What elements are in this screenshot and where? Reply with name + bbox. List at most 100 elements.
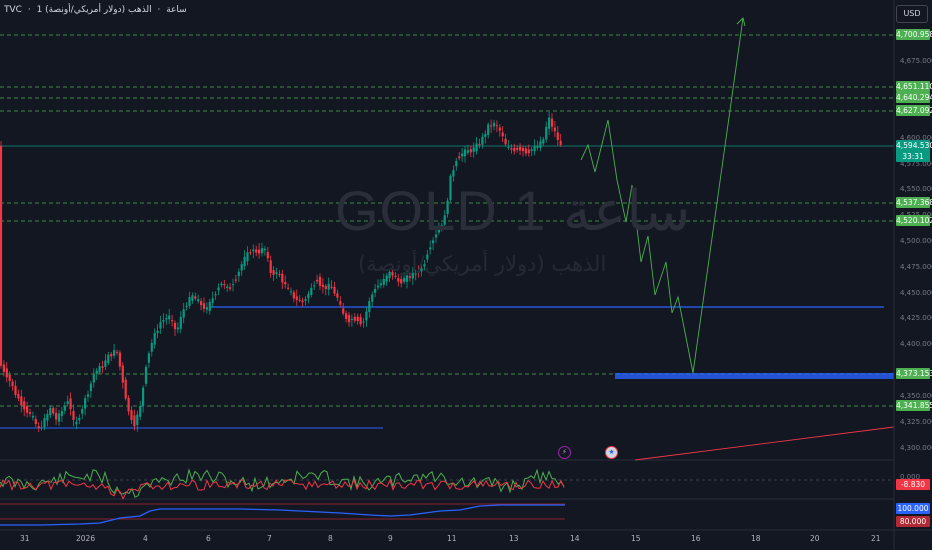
candle[interactable] (504, 138, 507, 145)
candle[interactable] (539, 141, 542, 148)
candle[interactable] (81, 409, 84, 414)
candle[interactable] (249, 252, 252, 254)
candle[interactable] (69, 398, 72, 410)
candle[interactable] (11, 381, 14, 387)
candle[interactable] (37, 426, 40, 429)
candle[interactable] (101, 366, 104, 368)
candle[interactable] (220, 283, 223, 286)
candle[interactable] (411, 272, 414, 279)
symbol-header[interactable]: TVC · 1 ساعة · الذهب (دولار أمريكي/أونصة… (4, 5, 190, 15)
candle[interactable] (475, 143, 478, 152)
candle[interactable] (316, 279, 319, 282)
candle[interactable] (374, 288, 377, 293)
candle[interactable] (130, 410, 133, 420)
candle[interactable] (487, 124, 490, 135)
candle[interactable] (330, 286, 333, 288)
candle[interactable] (472, 147, 475, 152)
candle[interactable] (278, 274, 281, 276)
candle[interactable] (40, 427, 43, 429)
candle[interactable] (84, 398, 87, 409)
indicator-2-lower-tag[interactable]: 80.000 (896, 516, 930, 527)
candle[interactable] (437, 228, 440, 233)
level-tag[interactable]: 4,520.102 (896, 215, 932, 226)
candle[interactable] (104, 360, 107, 367)
candle[interactable] (17, 394, 20, 399)
candle[interactable] (405, 275, 409, 282)
candle[interactable] (211, 298, 214, 303)
candle[interactable] (144, 366, 148, 384)
candle[interactable] (429, 247, 432, 250)
projection-arrow-head[interactable] (736, 17, 746, 27)
candle[interactable] (139, 406, 142, 417)
candle[interactable] (200, 301, 203, 306)
level-tag[interactable]: 4,341.855 (896, 400, 932, 411)
candle[interactable] (371, 294, 374, 302)
candle[interactable] (388, 271, 391, 279)
candle[interactable] (223, 284, 226, 286)
candle[interactable] (420, 268, 423, 272)
candle[interactable] (492, 122, 496, 127)
candle[interactable] (345, 313, 348, 319)
candle[interactable] (391, 271, 394, 276)
candle[interactable] (458, 156, 461, 159)
candle[interactable] (188, 297, 191, 307)
candle[interactable] (414, 273, 417, 275)
candle[interactable] (5, 368, 8, 378)
candle[interactable] (484, 133, 487, 137)
candle[interactable] (205, 307, 208, 310)
candle[interactable] (57, 413, 61, 422)
candle[interactable] (356, 316, 359, 322)
candle[interactable] (284, 282, 287, 285)
candle[interactable] (75, 421, 78, 425)
candle[interactable] (550, 118, 554, 127)
candle[interactable] (234, 279, 237, 281)
support-zone[interactable] (615, 373, 894, 379)
candle[interactable] (231, 284, 235, 286)
candle[interactable] (548, 117, 551, 129)
level-tag[interactable]: 4,700.958 (896, 29, 932, 40)
candle[interactable] (237, 271, 240, 277)
candle[interactable] (194, 296, 197, 299)
candle[interactable] (162, 320, 165, 322)
candle[interactable] (376, 285, 380, 288)
indicator-2-line[interactable] (0, 504, 565, 526)
candle[interactable] (287, 287, 290, 289)
candle[interactable] (359, 317, 362, 325)
candle[interactable] (60, 411, 63, 416)
candle[interactable] (501, 132, 504, 137)
candle[interactable] (324, 286, 327, 289)
candle[interactable] (127, 397, 130, 412)
candle[interactable] (327, 283, 330, 290)
candle[interactable] (43, 418, 46, 427)
candle[interactable] (240, 264, 243, 271)
candle[interactable] (559, 140, 562, 145)
level-tag[interactable]: 4,537.368 (896, 197, 932, 208)
candle[interactable] (417, 271, 420, 273)
candle[interactable] (400, 279, 403, 284)
indicator-1-value-tag[interactable]: -8.830 (896, 479, 930, 490)
candle[interactable] (449, 175, 452, 201)
candle[interactable] (542, 139, 545, 144)
candle[interactable] (72, 411, 75, 420)
candle[interactable] (533, 146, 536, 152)
candle[interactable] (347, 315, 351, 323)
candle[interactable] (49, 407, 52, 416)
candle[interactable] (226, 286, 229, 288)
candle[interactable] (524, 148, 527, 154)
candle[interactable] (339, 301, 342, 305)
currency-button[interactable]: USD (896, 5, 928, 23)
candle[interactable] (121, 365, 124, 383)
candle[interactable] (86, 394, 90, 397)
candle[interactable] (229, 287, 232, 289)
candle[interactable] (124, 379, 127, 399)
candle[interactable] (263, 248, 266, 251)
candle[interactable] (342, 308, 345, 314)
candle[interactable] (243, 256, 246, 266)
candle[interactable] (150, 342, 153, 352)
candle[interactable] (333, 286, 336, 294)
candle[interactable] (266, 252, 269, 259)
candle[interactable] (527, 149, 530, 154)
candle[interactable] (89, 383, 92, 392)
candle[interactable] (34, 419, 37, 425)
